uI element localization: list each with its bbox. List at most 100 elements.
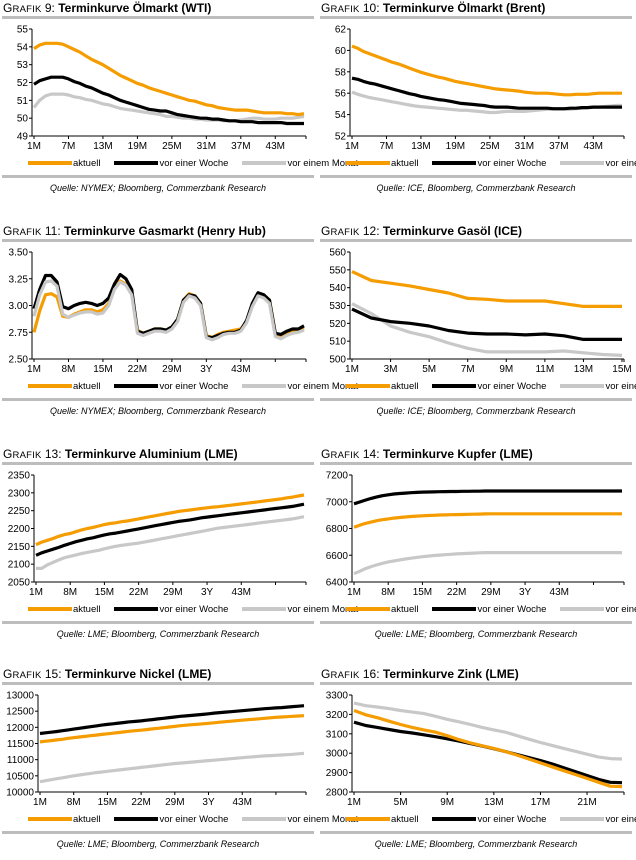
legend-label-aktuell: aktuell xyxy=(73,603,101,615)
y-tick-label: 2.75 xyxy=(9,328,29,339)
series-line-aktuell xyxy=(353,512,622,529)
y-tick-label: 2900 xyxy=(326,768,349,779)
y-tick-label: 2.50 xyxy=(9,355,29,366)
legend-item-month: vor einem Monat xyxy=(560,381,636,392)
legend-item-week: vor einer Woche xyxy=(432,381,546,392)
legend-label-month: vor einem Monat xyxy=(287,813,359,825)
y-tick-label: 52 xyxy=(335,132,347,143)
chart-source: Quelle: NYMEX; Bloomberg, Commerzbank Re… xyxy=(49,183,267,193)
x-tick-label: 19M xyxy=(446,141,465,152)
x-tick-label: 3Y xyxy=(201,587,214,598)
chart-label-prefix: GRAFIK xyxy=(3,447,42,461)
series-line-week xyxy=(39,704,305,736)
series-line-week xyxy=(351,76,622,111)
x-tick-label: 1M xyxy=(347,587,361,598)
chart-title-text: Terminkurve Aluminium (LME) xyxy=(64,447,238,461)
x-tick-label: 43M xyxy=(584,141,603,152)
x-tick-label: 37M xyxy=(549,141,568,152)
chart-source: Quelle: LME; Bloomberg, Commerzbank Rese… xyxy=(374,839,578,849)
legend-label-aktuell: aktuell xyxy=(391,813,419,825)
y-tick-label: 3100 xyxy=(326,729,349,740)
source-rule xyxy=(320,621,632,624)
y-tick-label: 2300 xyxy=(8,488,31,499)
legend-label-week: vor einer Woche xyxy=(477,813,547,825)
y-tick-label: 3.25 xyxy=(9,274,29,285)
legend-swatch-month xyxy=(560,384,605,388)
x-tick-label: 1M xyxy=(347,797,361,808)
y-tick-label: 10000 xyxy=(6,788,34,799)
y-tick-label: 50 xyxy=(17,114,29,125)
series-line-month xyxy=(32,92,305,123)
chart-area: 2050 2100 2150 2200 2250 2300 2350 1M 8M 15M 22M 29… xyxy=(2,465,314,600)
y-tick-label: 3200 xyxy=(326,710,349,721)
series-line-aktuell xyxy=(353,708,623,789)
legend-swatch-aktuell xyxy=(28,817,72,821)
line-chart: 6400 6600 6800 7000 7200 1M 8M 15M 22M 29M 3Y 43M xyxy=(326,471,625,598)
chart-panel-g16: GRAFIK 16: Terminkurve Zink (LME) 2800 290… xyxy=(320,666,636,851)
legend-label-aktuell: aktuell xyxy=(391,157,419,169)
y-tick-label: 7200 xyxy=(326,471,349,482)
chart-panel-g13: GRAFIK 13: Terminkurve Aluminium (LME) 20… xyxy=(2,446,358,641)
legend-swatch-week xyxy=(432,384,477,388)
chart-panel-g10: GRAFIK 10: Terminkurve Ölmarkt (Brent) 52… xyxy=(320,0,636,195)
x-tick-label: 9M xyxy=(440,797,454,808)
legend-label-month: vor einem Monat xyxy=(605,603,636,615)
series-line-month xyxy=(353,701,623,761)
legend-item-week: vor einer Woche xyxy=(114,814,228,825)
legend-swatch-aktuell xyxy=(346,384,390,388)
chart-title-text: Terminkurve Ölmarkt (Brent) xyxy=(382,1,546,15)
legend-swatch-aktuell xyxy=(346,161,390,165)
chart-title-text: Terminkurve Gasmarkt (Henry Hub) xyxy=(64,224,266,238)
legend-item-month: vor einem Monat xyxy=(560,158,636,169)
x-tick-label: 15M xyxy=(413,587,432,598)
chart-title-text: Terminkurve Gasöl (ICE) xyxy=(382,224,523,238)
x-tick-label: 25M xyxy=(162,141,181,152)
legend-swatch-week xyxy=(114,607,159,611)
legend-item-aktuell: aktuell xyxy=(346,381,418,392)
legend-label-aktuell: aktuell xyxy=(391,380,419,392)
x-tick-label: 3Y xyxy=(519,587,532,598)
source-rule xyxy=(2,831,314,834)
legend-item-aktuell: aktuell xyxy=(28,158,100,169)
chart-title: GRAFIK 15: Terminkurve Nickel (LME) xyxy=(2,666,314,682)
title-rule xyxy=(320,16,632,19)
y-tick-label: 550 xyxy=(329,265,346,276)
line-chart: 52 54 56 58 60 62 1M 7M 13M 19M 25M 31M 37M 43M xyxy=(335,25,625,152)
legend-item-week: vor einer Woche xyxy=(432,814,546,825)
y-tick-label: 55 xyxy=(17,25,29,36)
y-tick-label: 6800 xyxy=(326,524,349,535)
x-tick-label: 43M xyxy=(232,587,251,598)
line-chart: 10000 10500 11000 11500 12000 12500 13000 1M 8M 1… xyxy=(6,691,307,808)
y-tick-label: 6600 xyxy=(326,551,349,562)
x-tick-label: 15M xyxy=(93,364,112,375)
y-tick-label: 2250 xyxy=(8,506,31,517)
legend-label-week: vor einer Woche xyxy=(159,603,229,615)
y-tick-label: 11500 xyxy=(7,739,35,750)
legend-label-month: vor einem Monat xyxy=(287,380,359,392)
series-line-week xyxy=(353,489,622,506)
y-tick-label: 12000 xyxy=(6,723,34,734)
x-tick-label: 7M xyxy=(62,141,76,152)
legend-item-month: vor einem Monat xyxy=(242,381,358,392)
y-tick-label: 540 xyxy=(329,283,346,294)
chart-area: 500 510 520 530 540 550 560 1M 3M 5M 7M 9M 11M 13M 15M xyxy=(320,242,632,377)
chart-label-prefix: GRAFIK xyxy=(321,667,360,681)
legend-item-month: vor einem Monat xyxy=(242,604,358,615)
title-rule xyxy=(2,16,314,19)
y-tick-label: 58 xyxy=(335,67,347,78)
x-tick-label: 1M xyxy=(29,587,43,598)
chart-title-text: Terminkurve Zink (LME) xyxy=(382,667,519,681)
chart-label-prefix: GRAFIK xyxy=(321,447,360,461)
chart-panel-g15: GRAFIK 15: Terminkurve Nickel (LME) 10000… xyxy=(2,666,358,851)
chart-label-prefix: GRAFIK xyxy=(3,667,42,681)
x-tick-label: 7M xyxy=(380,141,394,152)
y-tick-label: 2200 xyxy=(8,524,31,535)
chart-title: GRAFIK 14: Terminkurve Kupfer (LME) xyxy=(320,446,632,462)
chart-area: 2800 2900 3000 3100 3200 3300 1M 5M 9M 13M 17M 21M xyxy=(320,685,632,810)
x-tick-label: 3Y xyxy=(202,797,215,808)
x-tick-label: 31M xyxy=(515,141,534,152)
y-tick-label: 62 xyxy=(335,25,347,36)
x-tick-label: 22M xyxy=(131,797,150,808)
x-tick-label: 5M xyxy=(394,797,408,808)
y-tick-label: 510 xyxy=(329,337,346,348)
